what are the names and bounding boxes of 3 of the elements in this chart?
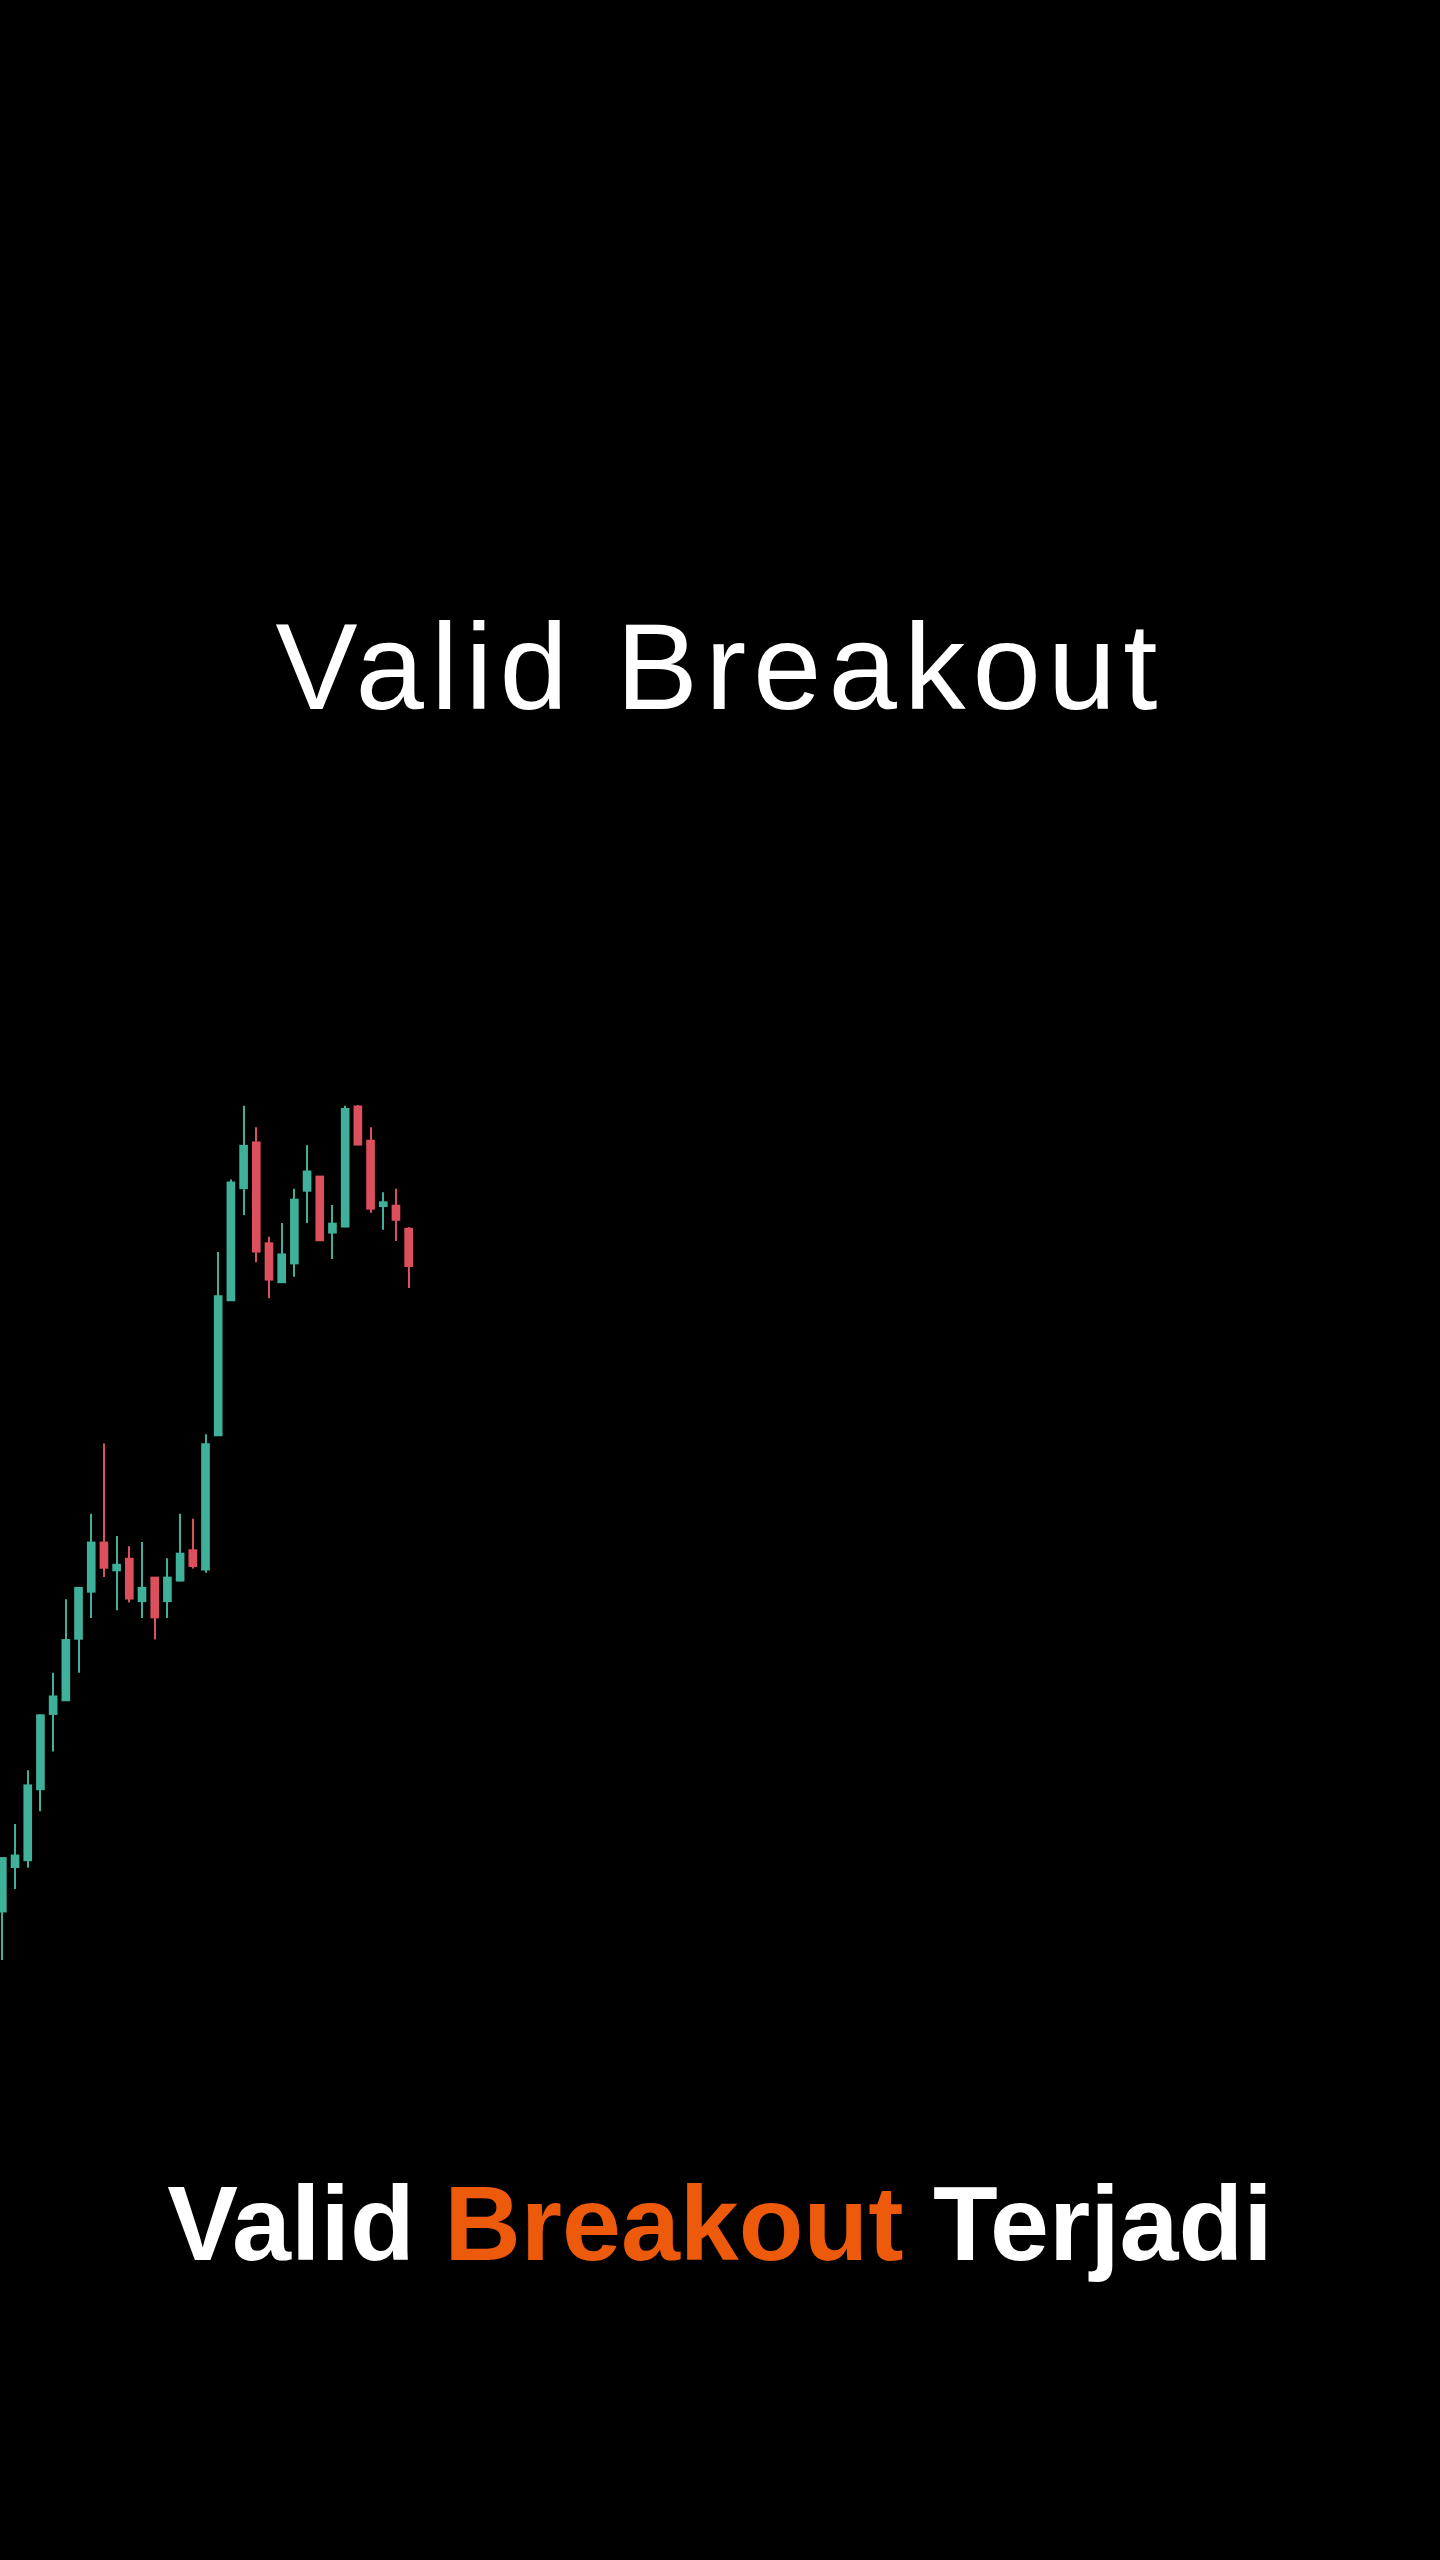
text: Valid Breakout Terjadi [167,2164,1273,2282]
candlestick [112,1535,121,1611]
text: Valid Breakout [274,597,1166,737]
